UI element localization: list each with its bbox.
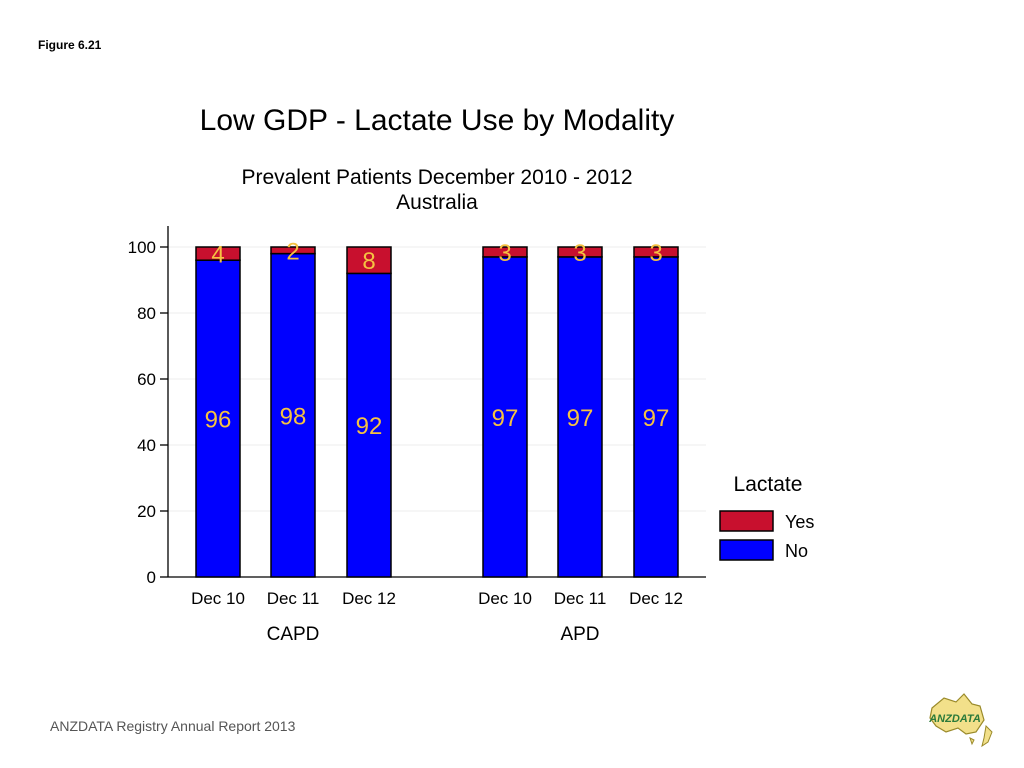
- chart-subtitle-line-2: Australia: [396, 191, 478, 214]
- x-tick-label: Dec 10: [478, 589, 532, 608]
- y-tick-label: 20: [137, 502, 156, 521]
- data-label-yes: 3: [649, 240, 662, 267]
- legend-label-no: No: [785, 541, 808, 561]
- bar-no: [346, 272, 392, 578]
- bar-no: [557, 256, 603, 578]
- bar-no: [482, 256, 528, 578]
- bar-yes: [557, 246, 603, 258]
- data-label-no: 97: [567, 405, 594, 432]
- legend-label-yes: Yes: [785, 512, 814, 532]
- data-label-no: 97: [643, 405, 670, 432]
- chart-title: Low GDP - Lactate Use by Modality: [200, 104, 675, 137]
- chart-subtitle-line-1: Prevalent Patients December 2010 - 2012: [241, 166, 632, 189]
- y-tick-label: 100: [128, 238, 156, 257]
- bar-yes: [633, 246, 679, 258]
- anzdata-logo: ANZDATA: [928, 693, 993, 748]
- data-label-no: 98: [280, 403, 307, 430]
- x-tick-label: Dec 12: [342, 589, 396, 608]
- footer-text: ANZDATA Registry Annual Report 2013: [50, 718, 296, 734]
- bar-no: [633, 256, 679, 578]
- y-tick-label: 60: [137, 370, 156, 389]
- bar-no: [195, 259, 241, 578]
- data-label-no: 96: [205, 407, 232, 434]
- data-label-no: 97: [492, 405, 519, 432]
- bar-yes: [270, 246, 316, 255]
- data-label-no: 92: [356, 413, 383, 440]
- legend: Lactate Yes No: [719, 473, 814, 561]
- group-label: CAPD: [267, 624, 320, 645]
- x-tick-label: Dec 10: [191, 589, 245, 608]
- x-tick-label: Dec 12: [629, 589, 683, 608]
- y-tick-label: 40: [137, 436, 156, 455]
- plot-area: 0 20 40 60 80 100 96 4 Dec 10 98 2 Dec 11 92 8 Dec 12 9…: [128, 226, 706, 645]
- svg-text:ANZDATA: ANZDATA: [928, 713, 981, 725]
- x-tick-label: Dec 11: [267, 589, 320, 608]
- legend-swatch-no: [719, 539, 774, 561]
- figure-label: Figure 6.21: [38, 38, 102, 52]
- bar-yes: [482, 246, 528, 258]
- bar-yes: [195, 246, 241, 261]
- data-label-yes: 3: [573, 240, 586, 267]
- data-label-yes: 4: [211, 242, 224, 269]
- legend-title: Lactate: [734, 473, 803, 496]
- bar-no: [270, 252, 316, 578]
- data-label-yes: 3: [498, 240, 511, 267]
- x-tick-label: Dec 11: [554, 589, 607, 608]
- y-tick-label: 0: [147, 568, 156, 587]
- bar-yes: [346, 246, 392, 275]
- data-label-yes: 8: [362, 248, 375, 275]
- data-label-yes: 2: [286, 238, 299, 265]
- y-tick-label: 80: [137, 304, 156, 323]
- group-label: APD: [560, 624, 599, 645]
- legend-swatch-yes: [719, 510, 774, 532]
